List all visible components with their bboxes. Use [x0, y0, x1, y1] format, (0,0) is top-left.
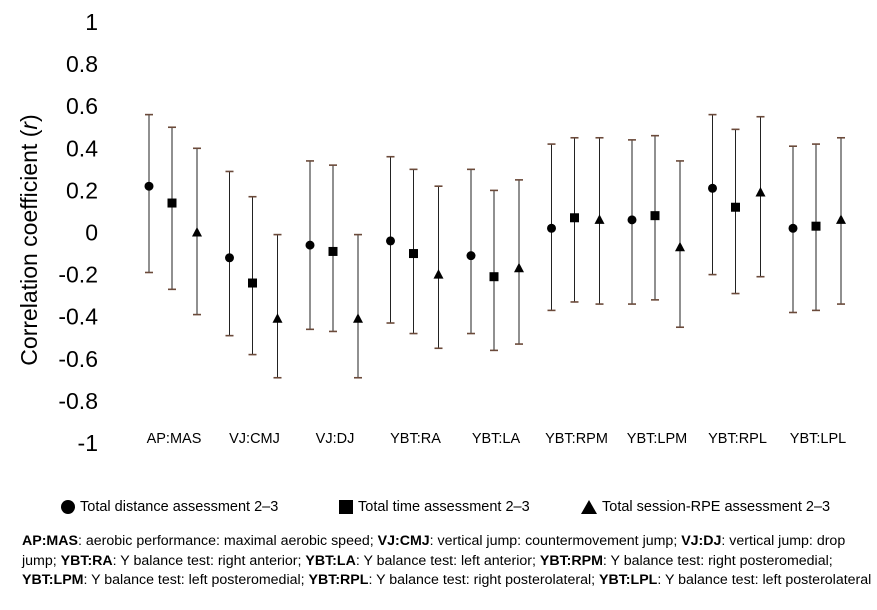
- caption-abbrev: YBT:RA: [60, 552, 113, 569]
- caption-abbrev: VJ:CMJ: [377, 533, 430, 549]
- point-total-time: [811, 221, 821, 231]
- caption-definition: : Y balance test: right posterolateral;: [368, 572, 599, 588]
- point-total-time: [570, 213, 579, 223]
- point-total-distance: [144, 181, 154, 191]
- point-total-time: [489, 272, 499, 282]
- point-total-time: [248, 278, 257, 288]
- point-total-distance: [466, 251, 476, 261]
- legend-label-distance: Total distance assessment 2–3: [80, 499, 279, 515]
- caption-definition: : Y balance test: right posteromedial;: [602, 552, 833, 569]
- y-tick-label: -0.8: [58, 388, 98, 414]
- legend-label-time: Total time assessment 2–3: [358, 499, 530, 515]
- point-total-distance: [788, 223, 798, 233]
- caption-abbrev: YBT:LPL: [599, 572, 658, 588]
- caption-abbrev: YBT:LPM: [22, 572, 84, 588]
- caption-abbrev: AP:MAS: [22, 533, 78, 549]
- caption-abbrev: YBT:RPL: [308, 572, 369, 588]
- point-total-distance: [305, 240, 315, 250]
- x-tick-label: YBT:LA: [472, 431, 521, 447]
- caption-definition: : Y balance test: right anterior;: [112, 552, 306, 569]
- point-total-distance: [627, 215, 637, 225]
- x-axis-ticks: AP:MAS VJ:CMJ VJ:DJ YBT:RA YBT:LA YBT:RPM YBT:…: [147, 431, 847, 447]
- caption-definition: : aerobic performance: maximal aerobic s…: [77, 533, 378, 549]
- point-total-distance: [547, 223, 556, 233]
- point-total-session-rpe: [836, 214, 846, 224]
- point-total-session-rpe: [675, 241, 685, 252]
- y-axis-ticks: 1 0.8 0.6 0.4 0.2 0 -0.2 -0.4 -0.6 -0.8 -1: [58, 9, 98, 456]
- x-tick-label: YBT:LPL: [790, 431, 846, 447]
- y-tick-label: -0.2: [58, 262, 98, 288]
- series-marks: [144, 113, 846, 379]
- legend-item-rpe: Total session-RPE assessment 2–3: [580, 499, 830, 515]
- x-tick-label: YBT:RPM: [545, 431, 608, 447]
- point-total-distance: [225, 253, 234, 263]
- point-total-session-rpe: [272, 313, 283, 323]
- y-tick-label: 0.8: [66, 51, 98, 77]
- point-total-distance: [708, 183, 717, 193]
- caption-definition: : vertical jump: countermovement jump;: [429, 533, 682, 549]
- point-total-time: [167, 198, 177, 208]
- y-tick-label: 0.4: [66, 135, 98, 161]
- point-total-session-rpe: [514, 262, 524, 273]
- y-tick-label: -1: [78, 430, 98, 456]
- triangle-marker-icon: [581, 500, 597, 514]
- x-tick-label: VJ:DJ: [316, 431, 355, 447]
- y-tick-label: 1: [85, 9, 98, 35]
- caption-definition: : vertical jump: drop jump;: [22, 533, 846, 569]
- legend-item-distance: Total distance assessment 2–3: [60, 499, 278, 515]
- circle-marker-icon: [61, 500, 75, 514]
- y-tick-label: -0.6: [58, 346, 98, 372]
- x-tick-label: AP:MAS: [147, 431, 202, 447]
- y-tick-label: 0.6: [66, 93, 98, 119]
- legend-item-time: Total time assessment 2–3: [338, 499, 530, 515]
- y-axis-label: Correlation coefficient (r): [16, 114, 42, 365]
- caption-abbrev: YBT:RPM: [539, 552, 603, 569]
- caption-abbrev: VJ:DJ: [681, 533, 722, 549]
- point-total-session-rpe: [433, 269, 444, 279]
- point-total-time: [731, 202, 740, 212]
- caption-abbrev: YBT:LA: [305, 552, 356, 569]
- x-tick-label: YBT:RPL: [708, 431, 767, 447]
- point-total-session-rpe: [192, 227, 202, 237]
- caption-definition: : Y balance test: left posterolateral: [657, 572, 872, 588]
- caption-definition: : Y balance test: left anterior;: [355, 552, 540, 569]
- caption-definition: : Y balance test: left posteromedial;: [83, 572, 309, 588]
- point-total-session-rpe: [594, 214, 605, 224]
- point-total-distance: [386, 236, 395, 246]
- point-total-time: [328, 246, 338, 256]
- x-tick-label: YBT:RA: [390, 431, 441, 447]
- point-total-time: [650, 211, 660, 221]
- y-tick-label: 0: [85, 220, 98, 246]
- x-tick-label: VJ:CMJ: [229, 431, 280, 447]
- point-total-time: [409, 249, 418, 259]
- point-total-session-rpe: [755, 187, 766, 197]
- chart: 1 0.8 0.6 0.4 0.2 0 -0.2 -0.4 -0.6 -0.8 -1 Correla…: [16, 9, 847, 456]
- legend: Total distance assessment 2–3 Total time…: [60, 499, 860, 523]
- y-tick-label: 0.2: [66, 177, 98, 203]
- point-total-session-rpe: [353, 313, 363, 323]
- figure-caption: AP:MAS: aerobic performance: maximal aer…: [22, 532, 872, 591]
- x-tick-label: YBT:LPM: [627, 431, 687, 447]
- legend-label-rpe: Total session-RPE assessment 2–3: [602, 499, 831, 515]
- y-tick-label: -0.4: [58, 304, 98, 330]
- square-marker-icon: [339, 500, 353, 514]
